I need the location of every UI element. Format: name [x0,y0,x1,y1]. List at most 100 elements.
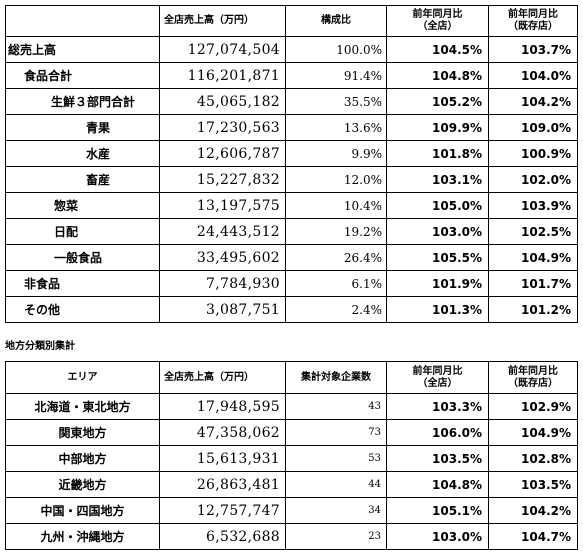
yoy-existing-value: 101.7% [488,270,578,297]
yoy-existing-value: 102.5% [488,218,578,245]
yoy-all-value: 106.0% [386,419,489,446]
row-label: 惣菜 [5,192,160,219]
ratio-value: 6.1% [285,270,387,297]
sales-value: 17,230,563 [159,114,286,141]
yoy-all-value: 105.2% [386,88,489,115]
row-label: 一般食品 [5,244,160,271]
table-row: 惣菜 13,197,575 10.4% 105.0% 103.9% [5,192,578,219]
header-yoy-existing: 前年同月比 （既存店） [488,361,578,394]
ratio-value: 19.2% [285,218,387,245]
yoy-all-value: 109.9% [386,114,489,141]
header-sales: 全店売上高（万円） [159,5,286,37]
yoy-all-value: 103.5% [386,445,489,472]
yoy-all-value: 103.3% [386,393,489,420]
yoy-all-value: 104.8% [386,62,489,89]
table-row: 中部地方 15,613,931 53 103.5% 102.8% [5,445,578,472]
sales-value: 3,087,751 [159,296,286,323]
header-area: エリア [5,361,160,394]
row-label: 青果 [5,114,160,141]
yoy-all-value: 105.1% [386,497,489,524]
company-count-value: 34 [285,497,387,524]
table-row: 総売上高 127,074,504 100.0% 104.5% 103.7% [5,36,578,63]
company-count-value: 53 [285,445,387,472]
header-sales: 全店売上高（万円） [159,361,286,394]
row-label: 水産 [5,140,160,167]
table-row: 生鮮３部門合計 45,065,182 35.5% 105.2% 104.2% [5,88,578,115]
table-row: 関東地方 47,358,062 73 106.0% 104.9% [5,419,578,446]
sales-value: 24,443,512 [159,218,286,245]
table-row: 青果 17,230,563 13.6% 109.9% 109.0% [5,114,578,141]
ratio-value: 2.4% [285,296,387,323]
ratio-value: 9.9% [285,140,387,167]
sales-value: 15,227,832 [159,166,286,193]
yoy-existing-value: 102.9% [488,393,578,420]
row-label: 総売上高 [5,36,160,63]
yoy-existing-value: 104.9% [488,419,578,446]
sales-value: 116,201,871 [159,62,286,89]
area-label: 中部地方 [5,445,160,472]
sales-value: 17,948,595 [159,393,286,420]
yoy-existing-value: 104.0% [488,62,578,89]
regional-sales-table: エリア 全店売上高（万円） 集計対象企業数 前年同月比 （全店） 前年同月比 （既存… [5,361,578,550]
yoy-all-value: 101.9% [386,270,489,297]
header-yoy-all: 前年同月比 （全店） [386,5,489,37]
table-row: 北海道・東北地方 17,948,595 43 103.3% 102.9% [5,393,578,420]
table-row: 食品合計 116,201,871 91.4% 104.8% 104.0% [5,62,578,89]
row-label: 生鮮３部門合計 [5,88,160,115]
table-header-row: エリア 全店売上高（万円） 集計対象企業数 前年同月比 （全店） 前年同月比 （既存… [5,361,578,394]
sales-value: 6,532,688 [159,523,286,550]
sales-value: 12,757,747 [159,497,286,524]
ratio-value: 12.0% [285,166,387,193]
sales-value: 33,495,602 [159,244,286,271]
header-company-count: 集計対象企業数 [285,361,387,394]
header-yoy-existing: 前年同月比 （既存店） [488,5,578,37]
sales-value: 13,197,575 [159,192,286,219]
yoy-all-value: 104.8% [386,471,489,498]
row-label: 食品合計 [5,62,160,89]
ratio-value: 26.4% [285,244,387,271]
sales-value: 45,065,182 [159,88,286,115]
header-yoy-all: 前年同月比 （全店） [386,361,489,394]
yoy-existing-value: 104.2% [488,88,578,115]
yoy-all-value: 101.8% [386,140,489,167]
table-row: 一般食品 33,495,602 26.4% 105.5% 104.9% [5,244,578,271]
yoy-all-value: 105.0% [386,192,489,219]
company-count-value: 44 [285,471,387,498]
sales-value: 12,606,787 [159,140,286,167]
header-empty-cell [5,5,160,37]
area-label: 九州・沖縄地方 [5,523,160,550]
yoy-existing-value: 102.0% [488,166,578,193]
yoy-all-value: 101.3% [386,296,489,323]
yoy-all-value: 105.5% [386,244,489,271]
table-row: 九州・沖縄地方 6,532,688 23 103.0% 104.7% [5,523,578,550]
yoy-existing-value: 104.7% [488,523,578,550]
table-row: 日配 24,443,512 19.2% 103.0% 102.5% [5,218,578,245]
yoy-existing-value: 103.7% [488,36,578,63]
section-title: 地方分類別集計 [5,341,75,352]
sales-value: 15,613,931 [159,445,286,472]
table-row: 水産 12,606,787 9.9% 101.8% 100.9% [5,140,578,167]
area-label: 近畿地方 [5,471,160,498]
table-row: 非食品 7,784,930 6.1% 101.9% 101.7% [5,270,578,297]
area-label: 北海道・東北地方 [5,393,160,420]
company-count-value: 73 [285,419,387,446]
sales-value: 26,863,481 [159,471,286,498]
ratio-value: 13.6% [285,114,387,141]
sales-value: 47,358,062 [159,419,286,446]
yoy-all-value: 103.1% [386,166,489,193]
ratio-value: 91.4% [285,62,387,89]
header-ratio: 構成比 [285,5,387,37]
yoy-all-value: 103.0% [386,523,489,550]
sales-value: 127,074,504 [159,36,286,63]
row-label: その他 [5,296,160,323]
yoy-existing-value: 101.2% [488,296,578,323]
table-row: その他 3,087,751 2.4% 101.3% 101.2% [5,296,578,323]
yoy-existing-value: 109.0% [488,114,578,141]
yoy-all-value: 104.5% [386,36,489,63]
company-count-value: 23 [285,523,387,550]
table-row: 近畿地方 26,863,481 44 104.8% 103.5% [5,471,578,498]
table-row: 中国・四国地方 12,757,747 34 105.1% 104.2% [5,497,578,524]
area-label: 中国・四国地方 [5,497,160,524]
row-label: 畜産 [5,166,160,193]
row-label: 日配 [5,218,160,245]
